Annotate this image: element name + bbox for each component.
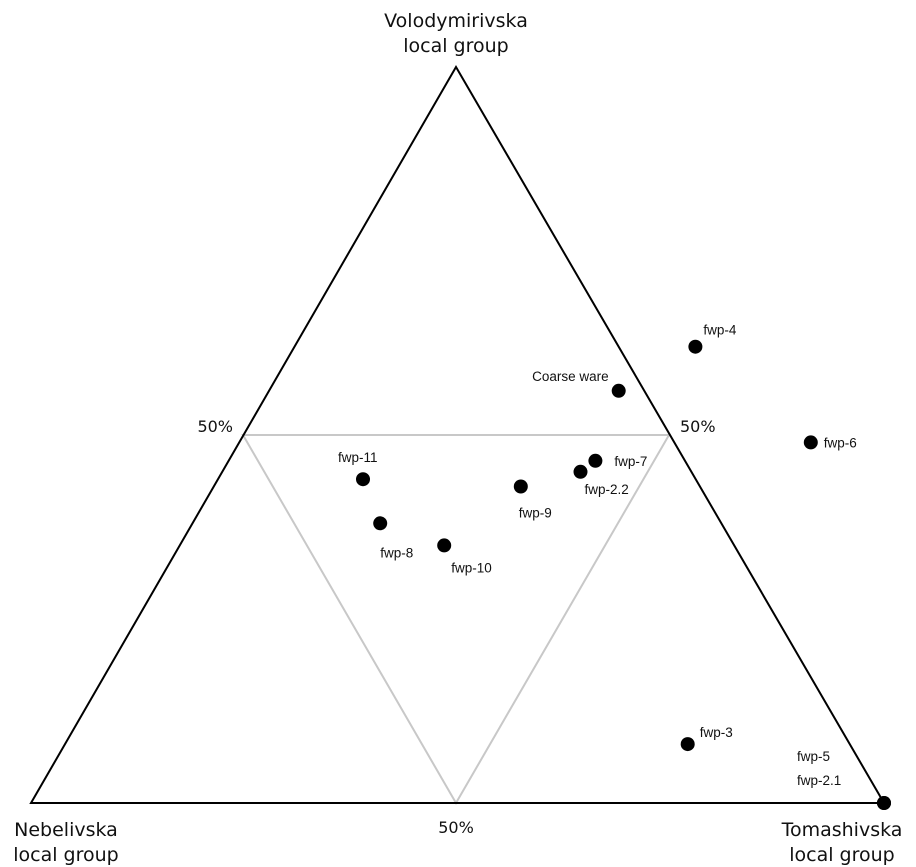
data-point-fwp-6 [803,435,818,450]
right-midpoint-label: 50% [680,417,716,436]
data-label-fwp-5: fwp-5 [797,749,830,764]
data-point-fwp-9 [513,479,528,494]
data-label-fwp-8: fwp-8 [380,545,413,560]
data-label-fwp-2-1: fwp-2.1 [797,773,841,788]
data-point-fwp-10 [437,538,452,553]
data-label-fwp-2-2: fwp-2.2 [585,482,629,497]
data-label-fwp-6: fwp-6 [824,435,857,450]
data-label-fwp-7: fwp-7 [614,454,647,469]
bottom-midpoint-label: 50% [438,818,474,837]
data-point-fwp-7 [588,453,603,468]
data-points: fwp-4 Coarse ware fwp-6 fwp-7 fwp-2.2 fwp-11 f… [338,323,891,810]
data-label-fwp-9: fwp-9 [519,506,552,521]
data-label-fwp-3: fwp-3 [700,725,733,740]
outer-triangle [29,65,886,804]
data-label-fwp-4: fwp-4 [703,323,737,338]
data-label-fwp-11: fwp-11 [338,450,378,465]
data-point-fwp-2-2 [573,464,588,479]
data-point-fwp-4 [688,339,703,354]
right-corner-label-line2: local group [789,844,895,866]
midpoint-triangle [241,434,671,805]
data-label-coarse-ware: Coarse ware [532,369,609,384]
data-point-fwp-8 [373,516,388,531]
data-label-fwp-10: fwp-10 [451,560,492,575]
right-corner-label-line1: Tomashivska [781,819,903,841]
data-point-fwp-2-1 [877,796,891,810]
data-point-fwp-11 [356,472,370,487]
top-corner-label-line1: Volodymirivska [384,10,528,32]
left-midpoint-label: 50% [197,417,233,436]
top-corner-label-line2: local group [403,35,509,57]
data-point-fwp-3 [680,737,695,752]
left-corner-label-line2: local group [13,844,119,866]
left-corner-label-line1: Nebelivska [14,819,118,841]
data-point-coarse-ware [611,383,626,398]
